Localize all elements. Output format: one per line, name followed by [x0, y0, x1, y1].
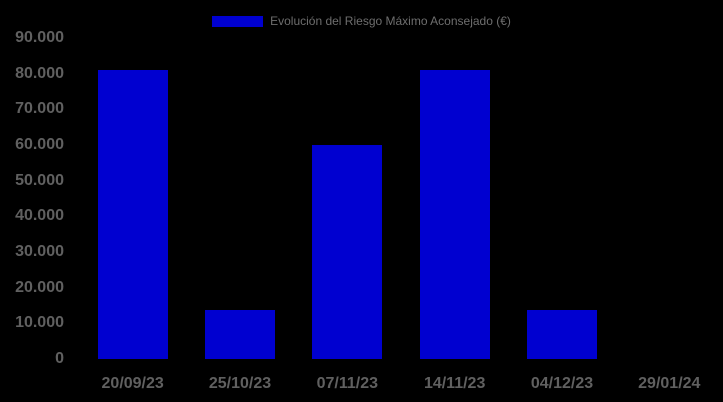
- x-axis: 20/09/23 25/10/23 07/11/23 14/11/23 04/12/23…: [79, 375, 723, 393]
- plot-area: [79, 38, 723, 359]
- y-tick-label: 40.000: [15, 207, 64, 225]
- x-axis-label: 25/10/23: [208, 375, 272, 392]
- y-tick-label: 20.000: [15, 278, 64, 296]
- y-tick-label: 0: [55, 350, 64, 367]
- y-axis: 90.000 80.000 70.000 60.000 50.000 40.000 30.0…: [0, 0, 64, 402]
- y-tick-label: 80.000: [15, 64, 64, 82]
- x-axis-label: 04/12/23: [530, 375, 594, 392]
- chart-bar: [97, 70, 168, 359]
- y-tick-label: 70.000: [15, 100, 64, 118]
- x-axis-label: 14/11/23: [423, 375, 486, 392]
- bar-slot: [616, 38, 723, 359]
- bar-slot: [186, 38, 293, 359]
- chart-bar: [526, 310, 597, 359]
- bar-slot: [79, 38, 186, 359]
- chart-legend: Evolución del Riesgo Máximo Aconsejado (…: [0, 14, 723, 28]
- x-axis-label: 29/01/24: [638, 375, 701, 392]
- bar-slot: [508, 38, 615, 359]
- bar-slot: [294, 38, 401, 359]
- chart-bar: [312, 145, 383, 359]
- chart-bar: [204, 310, 275, 359]
- y-tick-label: 90.000: [15, 29, 64, 46]
- legend-swatch-icon: [212, 15, 264, 27]
- y-tick-label: 50.000: [15, 171, 64, 189]
- x-axis-label: 07/11/23: [316, 375, 379, 392]
- x-axis-label: 20/09/23: [101, 375, 164, 392]
- bar-slot: [401, 38, 508, 359]
- y-tick-label: 10.000: [15, 314, 64, 332]
- y-tick-label: 30.000: [15, 243, 64, 260]
- chart-bar: [419, 70, 490, 359]
- y-tick-label: 60.000: [15, 136, 64, 153]
- legend-label: Evolución del Riesgo Máximo Aconsejado (…: [270, 14, 511, 28]
